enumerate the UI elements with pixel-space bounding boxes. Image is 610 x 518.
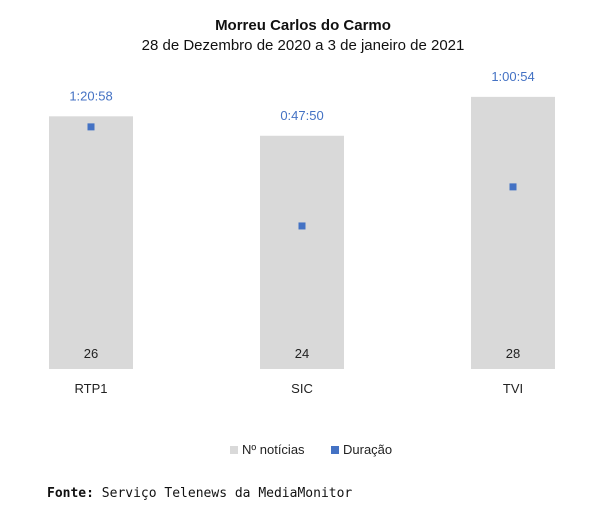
category-label-rtp1: RTP1: [75, 381, 108, 396]
source-text: Serviço Telenews da MediaMonitor: [93, 486, 353, 501]
bar-value-sic: 24: [295, 346, 309, 361]
chart-title: Morreu Carlos do Carmo: [215, 17, 391, 34]
bar-rtp1: [49, 116, 133, 369]
duration-label-sic: 0:47:50: [280, 108, 323, 123]
bar-tvi: [471, 96, 555, 369]
plot-area: 26 RTP1 1:20:58 24 SIC 0:47:50 28 TVI 1:00:54: [49, 69, 555, 396]
duration-marker-tvi: [509, 183, 517, 191]
legend-label-duration: Duração: [343, 442, 392, 457]
legend-label-count: Nº notícias: [242, 442, 305, 457]
duration-marker-rtp1: [87, 123, 95, 131]
category-label-tvi: TVI: [503, 381, 523, 396]
duration-label-rtp1: 1:20:58: [69, 88, 112, 103]
bar-value-tvi: 28: [506, 346, 520, 361]
category-label-sic: SIC: [291, 381, 313, 396]
source-label: Fonte:: [47, 486, 94, 501]
legend-swatch-duration: [331, 446, 339, 454]
legend: Nº notícias Duração: [230, 442, 392, 457]
source-note: Fonte: Serviço Telenews da MediaMonitor: [47, 486, 352, 501]
duration-label-tvi: 1:00:54: [491, 69, 534, 84]
bar-value-rtp1: 26: [84, 346, 98, 361]
legend-swatch-count: [230, 446, 238, 454]
chart: Morreu Carlos do Carmo 28 de Dezembro de…: [49, 17, 555, 457]
duration-marker-sic: [298, 222, 306, 230]
bar-sic: [260, 135, 344, 369]
chart-subtitle: 28 de Dezembro de 2020 a 3 de janeiro de…: [142, 37, 465, 54]
